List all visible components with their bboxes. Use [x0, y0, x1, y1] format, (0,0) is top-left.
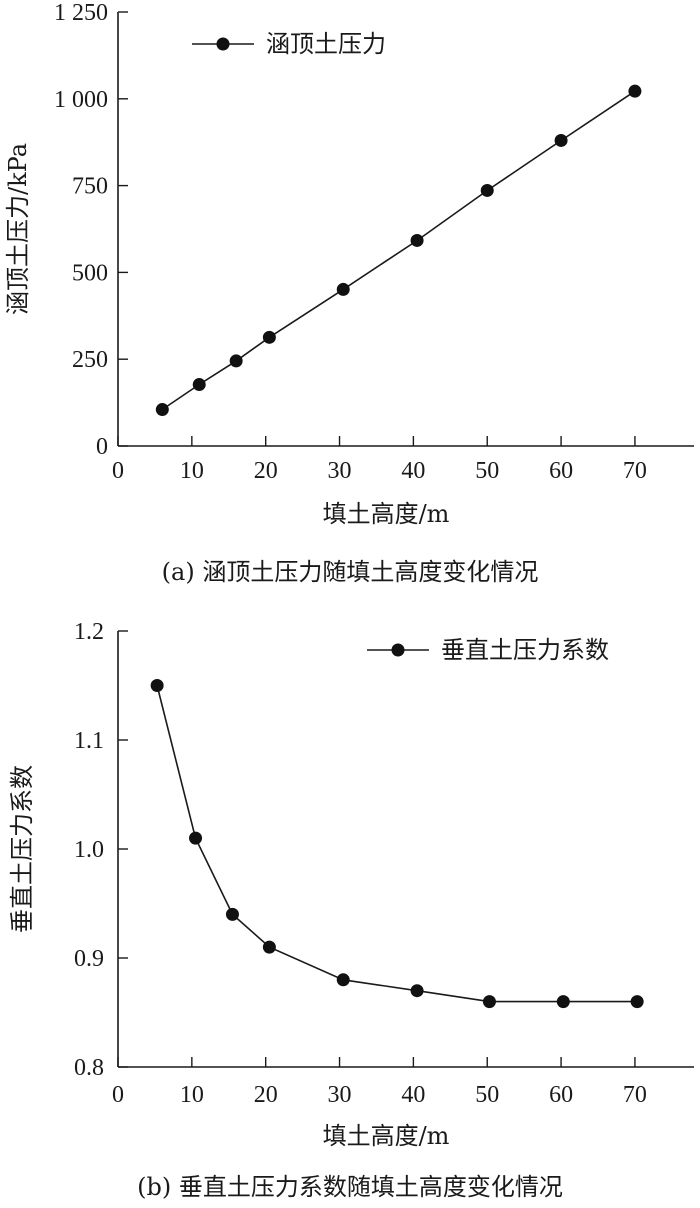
chart-a-data-point — [262, 330, 276, 344]
chart-a-legend-label: 涵顶土压力 — [266, 30, 386, 58]
chart-a-y-tick-label: 750 — [72, 174, 108, 200]
chart-b-y-axis-label: 垂直土压力系数 — [8, 765, 36, 933]
chart-b-x-tick-label: 60 — [549, 1082, 573, 1108]
chart-b-y-tick-label: 0.8 — [74, 1055, 104, 1081]
chart-b-data-point — [150, 679, 164, 692]
chart-a-x-tick-label: 10 — [180, 458, 204, 484]
chart-a-data-point — [192, 378, 206, 392]
chart-b-x-axis-label: 填土高度/m — [323, 1122, 450, 1150]
chart-b-pressure-coefficient: 0 10 20 30 40 50 60 70 0.8 0.9 1.0 1.1 1.2 填土高度/m 垂直土压… — [8, 619, 694, 1201]
chart-b-x-tick-label: 0 — [112, 1082, 124, 1108]
chart-b-y-tick-label: 0.9 — [74, 946, 104, 972]
chart-b-x-tick-label: 50 — [475, 1082, 499, 1108]
chart-b-x-tick-label: 40 — [401, 1082, 425, 1108]
chart-a-x-tick-label: 30 — [328, 458, 352, 484]
chart-b-data-point — [482, 995, 496, 1009]
chart-b-x-tick-label: 70 — [623, 1082, 647, 1108]
chart-b-legend-marker — [391, 643, 405, 657]
chart-b-data-point — [189, 831, 203, 845]
chart-a-y-axis-label: 涵顶土压力/kPa — [4, 143, 32, 315]
chart-b-y-tick-label: 1.1 — [74, 728, 104, 754]
chart-b-caption: (b) 垂直土压力系数随填土高度变化情况 — [137, 1173, 563, 1201]
chart-a-data-point — [410, 233, 424, 247]
chart-a-x-axis-label: 填土高度/m — [323, 500, 450, 528]
chart-a-data-point — [336, 282, 350, 296]
chart-b-y-tick-label: 1.0 — [74, 837, 104, 863]
chart-b-data-point — [410, 984, 424, 998]
chart-b-x-tick-label: 20 — [254, 1082, 278, 1108]
chart-b-data-point — [336, 973, 350, 987]
chart-a-y-tick-label: 500 — [72, 260, 108, 286]
chart-b-y-tick-label: 1.2 — [74, 619, 104, 645]
chart-b-legend-label: 垂直土压力系数 — [441, 636, 609, 664]
chart-a-y-tick-label: 0 — [96, 434, 108, 460]
chart-a-y-tick-label: 250 — [72, 347, 108, 373]
chart-b-data-point — [556, 995, 570, 1009]
chart-a-x-tick-label: 0 — [112, 458, 124, 484]
chart-a-data-point — [229, 354, 243, 368]
chart-a-y-tick-label: 1 000 — [54, 87, 108, 113]
chart-a-earth-pressure: 0 10 20 30 40 50 60 70 0 250 500 750 1 000 1 250 填土高度/… — [4, 0, 694, 586]
chart-b-x-tick-label: 30 — [328, 1082, 352, 1108]
chart-b-data-point — [630, 995, 644, 1009]
chart-a-data-point — [155, 403, 169, 417]
chart-a-x-tick-label: 20 — [254, 458, 278, 484]
chart-a-x-tick-label: 40 — [401, 458, 425, 484]
chart-a-y-tick-label: 1 250 — [54, 0, 108, 26]
chart-a-caption: (a) 涵顶土压力随填土高度变化情况 — [162, 558, 539, 586]
chart-b-data-point — [262, 940, 276, 954]
chart-a-data-point — [480, 183, 494, 197]
chart-a-x-tick-label: 60 — [549, 458, 573, 484]
chart-a-legend-marker — [216, 37, 230, 51]
chart-a-data-point — [554, 133, 568, 147]
chart-b-series-line — [156, 685, 638, 1003]
chart-a-data-point — [628, 84, 642, 98]
chart-a-x-tick-label: 50 — [475, 458, 499, 484]
chart-a-x-tick-label: 70 — [623, 458, 647, 484]
chart-b-data-point — [225, 907, 239, 921]
chart-b-x-tick-label: 10 — [180, 1082, 204, 1108]
